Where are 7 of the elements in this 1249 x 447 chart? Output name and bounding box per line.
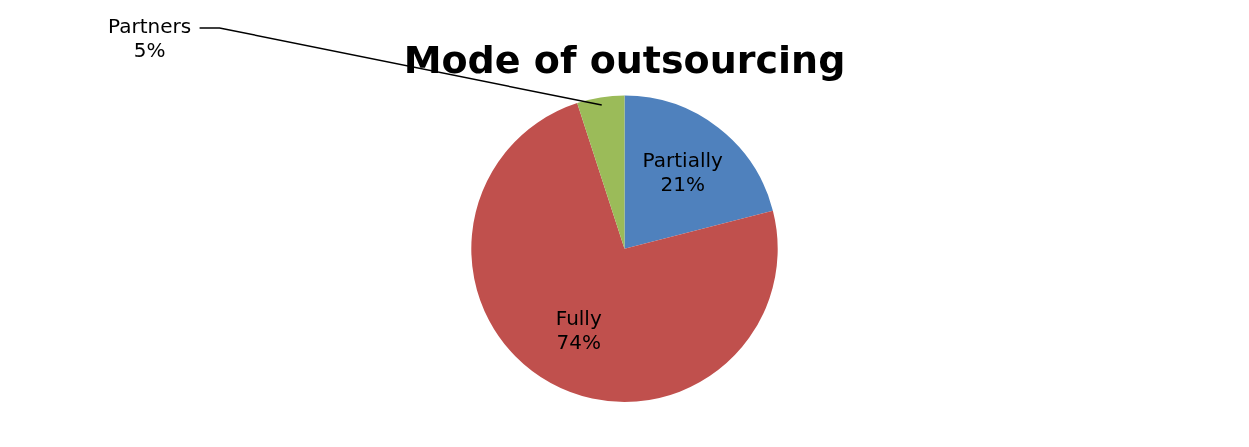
data-label: 21% [660,171,705,196]
text: Mode of outsourcing [403,37,846,82]
slice-label: Partners [108,14,192,39]
data-label: 5% [133,38,166,63]
slice-label: Fully [555,306,602,331]
data-label: 74% [556,330,601,355]
slice-label: Partially [642,147,723,172]
